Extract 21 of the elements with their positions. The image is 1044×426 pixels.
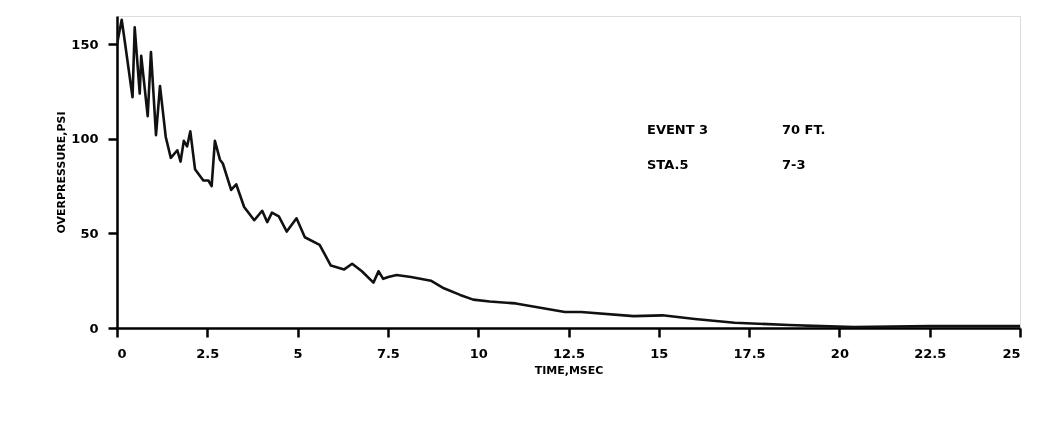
- x-axis-title: TIME,MSEC: [534, 363, 604, 377]
- x-tick-label: 25: [1002, 345, 1021, 361]
- y-tick-label: 0: [89, 320, 99, 336]
- x-tick-label: 22.5: [914, 345, 947, 361]
- y-tick-label: 150: [71, 36, 99, 52]
- x-tick-label: 10: [469, 345, 488, 361]
- y-tick-label: 50: [80, 225, 99, 241]
- annotation: 70 FT.: [782, 122, 826, 137]
- x-tick-label: 7.5: [376, 345, 400, 361]
- x-tick-label: 15: [650, 345, 669, 361]
- x-tick-label: 5: [293, 345, 303, 361]
- x-tick-label: 0: [117, 345, 127, 361]
- x-tick-label: 20: [830, 345, 849, 361]
- x-tick-label: 12.5: [552, 345, 586, 361]
- annotation: STA.5: [647, 157, 689, 172]
- x-tick-label: 17.5: [733, 345, 766, 361]
- annotation: EVENT 3: [647, 122, 709, 137]
- annotation: 7-3: [782, 157, 806, 172]
- y-axis-title: OVERPRESSURE,PSI: [55, 111, 69, 234]
- y-tick-label: 100: [71, 131, 99, 147]
- x-tick-label: 2.5: [196, 345, 220, 361]
